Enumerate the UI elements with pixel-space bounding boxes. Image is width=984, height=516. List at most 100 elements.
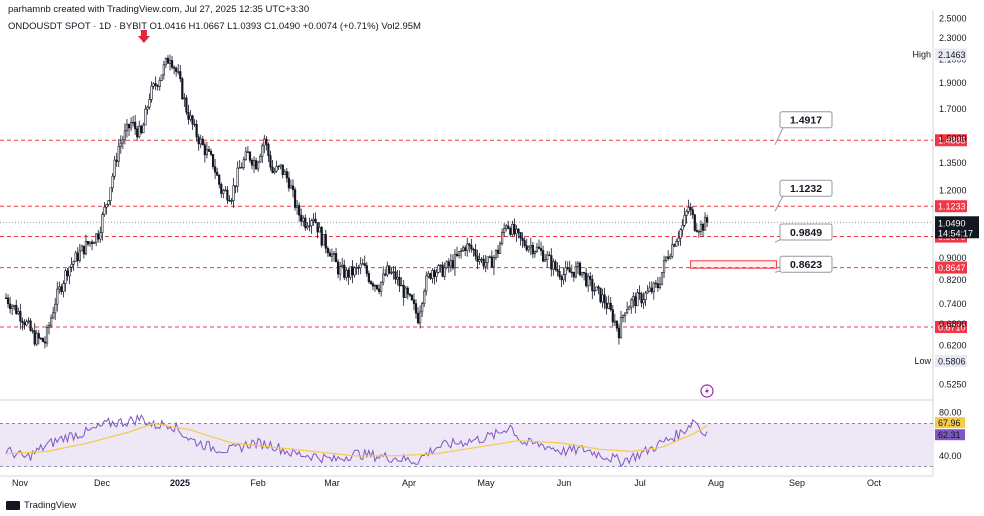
candle-body xyxy=(636,292,639,307)
candle-body xyxy=(371,283,375,287)
candle-body xyxy=(35,333,38,345)
rsi-line xyxy=(5,413,708,468)
candle-body xyxy=(691,209,694,216)
x-tick-label: Jun xyxy=(557,478,572,488)
candle-body xyxy=(578,262,582,276)
candle-body xyxy=(39,337,42,340)
candle-body xyxy=(47,325,51,328)
candle-body xyxy=(330,253,334,257)
candle-body xyxy=(298,205,301,216)
candle-body xyxy=(457,251,461,257)
candle-body xyxy=(552,261,555,270)
candle-body xyxy=(505,225,508,229)
candle-body xyxy=(474,249,477,257)
candle-body xyxy=(677,237,680,242)
candle-body xyxy=(72,261,75,265)
candle-body xyxy=(480,258,483,261)
level-tag-bg xyxy=(935,261,967,274)
candle-body xyxy=(423,290,426,304)
candle-body xyxy=(628,306,631,310)
candle-body xyxy=(377,288,381,292)
level-tag-label: 1.4885 xyxy=(938,136,966,146)
candle-body xyxy=(437,265,440,273)
tradingview-logo-text: TradingView xyxy=(24,500,77,511)
candle-body xyxy=(408,293,411,296)
candle-body xyxy=(238,167,241,169)
candle-body xyxy=(398,276,401,287)
candle-body xyxy=(252,160,256,166)
candle-body xyxy=(459,250,463,252)
candle-body xyxy=(556,269,559,272)
candle-body xyxy=(681,224,684,231)
candle-body xyxy=(269,155,272,168)
candle-body xyxy=(125,123,129,132)
candle-body xyxy=(230,200,233,202)
candle-body xyxy=(359,263,362,269)
candle-body xyxy=(675,241,678,247)
candle-body xyxy=(97,233,100,240)
candle-body xyxy=(531,245,534,255)
tradingview-logo[interactable]: TradingView xyxy=(6,500,76,511)
candle-body xyxy=(187,111,190,120)
candle-body xyxy=(632,296,635,301)
candle-body xyxy=(662,260,666,273)
candle-body xyxy=(384,273,387,276)
candle-body xyxy=(240,167,243,169)
candle-body xyxy=(199,138,202,145)
candle-body xyxy=(550,255,553,270)
candle-body xyxy=(58,286,61,290)
candle-body xyxy=(76,252,79,262)
candle-body xyxy=(683,215,686,226)
candle-body xyxy=(521,237,524,241)
candle-body xyxy=(263,138,266,147)
candle-body xyxy=(570,271,573,274)
candle-body xyxy=(177,71,180,73)
candle-body xyxy=(244,151,247,160)
candle-body xyxy=(111,175,114,189)
candle-body xyxy=(548,254,551,256)
candle-body xyxy=(345,269,348,278)
candle-body xyxy=(375,284,379,290)
candle-body xyxy=(220,184,223,194)
rsi-tick-label: 80.00 xyxy=(939,408,962,418)
candle-body xyxy=(121,139,124,144)
candle-body xyxy=(295,205,299,208)
candle-body xyxy=(127,123,131,129)
candle-body xyxy=(462,247,465,252)
y-tick-label: 1.3500 xyxy=(939,158,967,168)
candle-body xyxy=(369,281,373,284)
y-tick-label: 0.5250 xyxy=(939,380,967,390)
candle-body xyxy=(667,256,670,259)
candle-body xyxy=(544,259,547,262)
candle-body xyxy=(617,327,621,339)
candle-body xyxy=(66,270,69,277)
candle-body xyxy=(431,269,434,279)
candle-body xyxy=(183,97,186,100)
candle-body xyxy=(64,270,67,284)
candle-body xyxy=(31,330,34,332)
candle-body xyxy=(494,249,498,258)
candle-body xyxy=(603,294,606,304)
candle-body xyxy=(136,128,139,138)
candle-body xyxy=(451,260,455,269)
candle-body xyxy=(447,261,450,267)
candle-body xyxy=(703,217,707,231)
candle-body xyxy=(613,320,616,323)
x-tick-label: Nov xyxy=(12,478,29,488)
candle-body xyxy=(304,217,307,229)
candle-body xyxy=(13,304,16,307)
candle-body xyxy=(103,206,106,215)
candle-body xyxy=(642,299,645,304)
candle-body xyxy=(593,290,596,292)
candle-body xyxy=(84,241,88,255)
candle-body xyxy=(412,299,416,304)
support-zone xyxy=(690,260,778,269)
candle-body xyxy=(605,302,608,309)
y-tick-label: 2.5000 xyxy=(939,14,967,24)
candle-body xyxy=(201,138,204,146)
candle-body xyxy=(312,218,315,221)
rsi-tag-bg xyxy=(935,429,965,441)
candle-body xyxy=(224,189,227,192)
candle-body xyxy=(576,262,580,267)
